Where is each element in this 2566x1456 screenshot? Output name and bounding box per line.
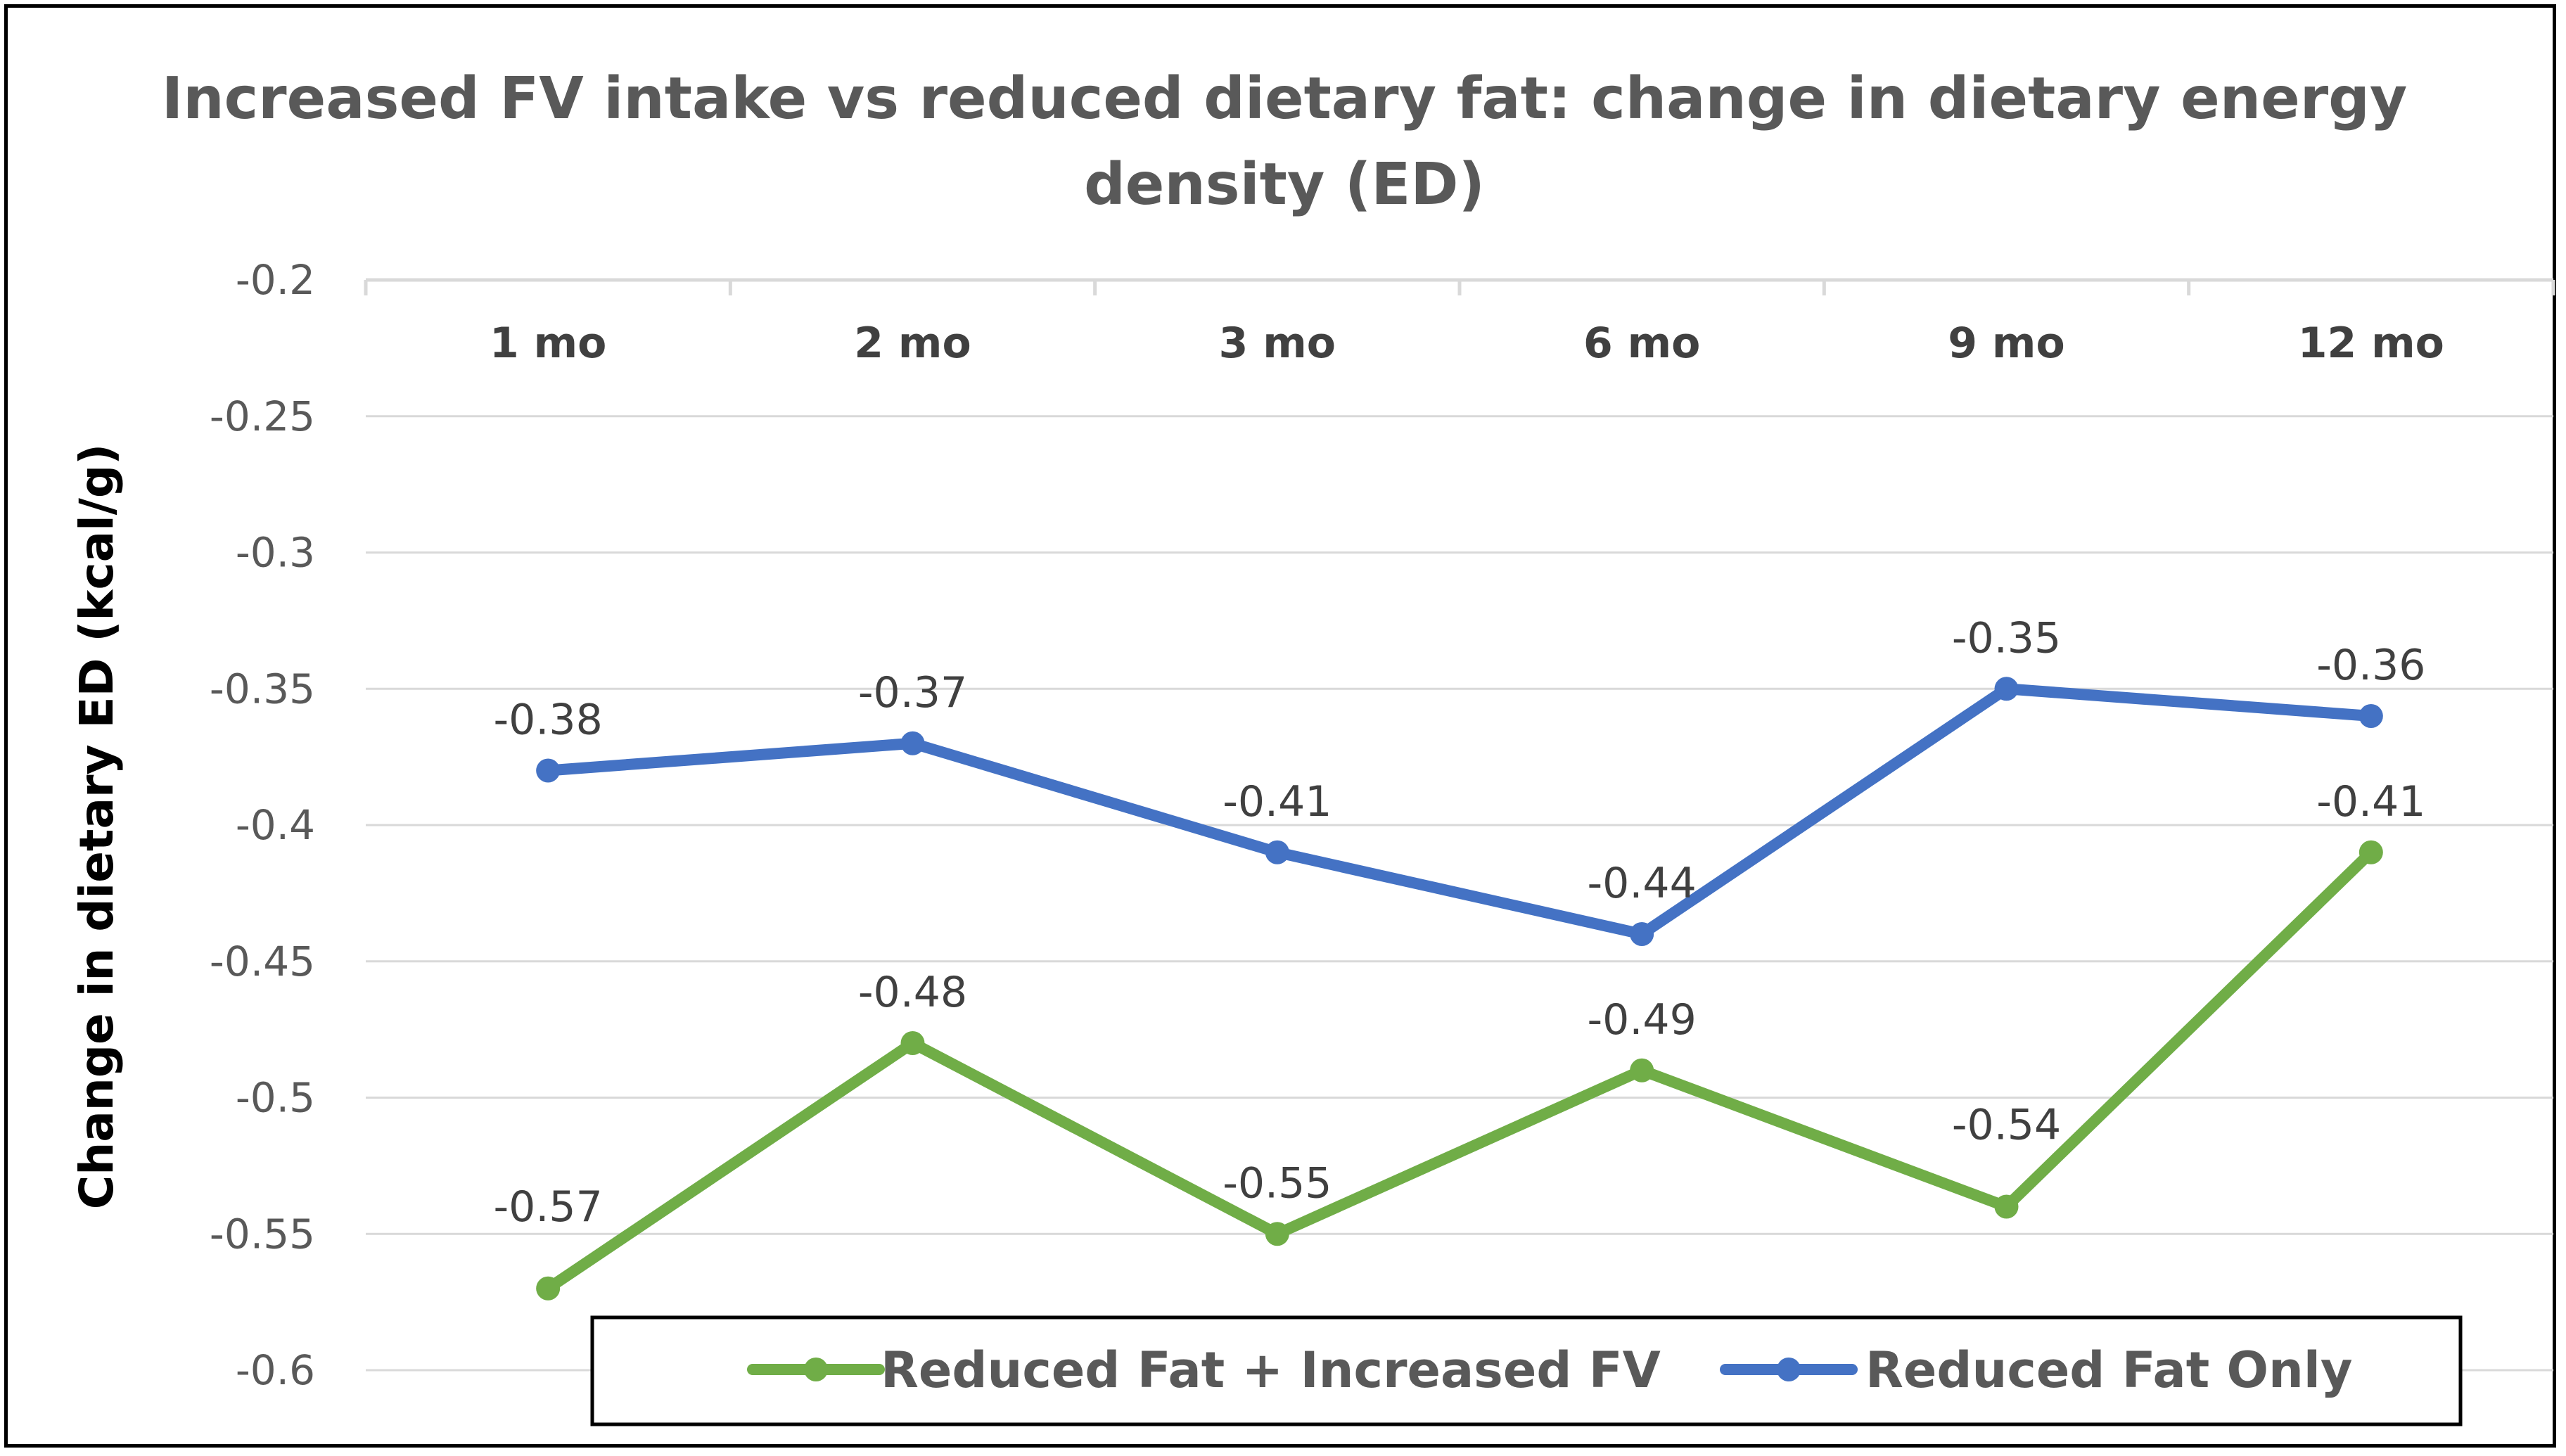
x-tick-label: 3 mo bbox=[1219, 319, 1336, 368]
y-tick-label: -0.55 bbox=[210, 1210, 315, 1258]
series-line bbox=[542, 846, 2377, 1294]
x-tick-label: 1 mo bbox=[490, 319, 606, 368]
data-point bbox=[900, 731, 925, 755]
data-point bbox=[536, 1276, 561, 1301]
chart-title-line-2: density (ED) bbox=[1084, 151, 1485, 218]
y-tick-label: -0.6 bbox=[236, 1346, 315, 1394]
x-axis bbox=[364, 278, 2555, 295]
y-axis-ticks: -0.2 -0.25 -0.3 -0.35 -0.4 -0.45 -0.5 -0.55 -0.6 bbox=[210, 256, 315, 1394]
legend-label-reduced-fat-only: Reduced Fat Only bbox=[1865, 1341, 2353, 1399]
legend-box bbox=[590, 1315, 2463, 1426]
data-point bbox=[900, 1031, 925, 1055]
data-label: -0.57 bbox=[494, 1182, 603, 1232]
chart-title-line-1: Increased FV intake vs reduced dietary f… bbox=[162, 65, 2408, 132]
data-point bbox=[1994, 1194, 2019, 1219]
data-label: -0.44 bbox=[1588, 859, 1697, 908]
data-label: -0.49 bbox=[1588, 995, 1697, 1045]
y-tick-label: -0.3 bbox=[236, 529, 315, 577]
y-tick-label: -0.35 bbox=[210, 665, 315, 713]
data-point bbox=[1265, 1222, 1289, 1246]
chart-frame bbox=[4, 4, 2556, 1448]
legend-marker-reduced-fat-only bbox=[1777, 1358, 1801, 1381]
legend-marker-reduced-fat-increased-fv bbox=[804, 1358, 828, 1381]
data-point bbox=[536, 758, 561, 783]
series-lines bbox=[536, 677, 2383, 1301]
data-point bbox=[1994, 677, 2019, 701]
legend: Reduced Fat + Increased FV Reduced Fat O… bbox=[590, 1315, 2463, 1426]
gridlines bbox=[366, 415, 2553, 1372]
data-label: -0.54 bbox=[1952, 1101, 2061, 1150]
y-tick-label: -0.25 bbox=[210, 392, 315, 440]
x-axis-ticks: 1 mo 2 mo 3 mo 6 mo 9 mo 12 mo bbox=[490, 319, 2444, 368]
data-label: -0.37 bbox=[858, 668, 967, 717]
series-line bbox=[542, 683, 2377, 940]
x-tick-label: 12 mo bbox=[2298, 319, 2444, 368]
data-point bbox=[1630, 922, 1654, 946]
data-label: -0.55 bbox=[1223, 1158, 1332, 1208]
data-label: -0.41 bbox=[2316, 777, 2425, 826]
data-label: -0.36 bbox=[2316, 641, 2425, 690]
y-axis-label: Change in dietary ED (kcal/g) bbox=[70, 444, 124, 1209]
data-label: -0.41 bbox=[1223, 777, 1332, 826]
y-tick-label: -0.5 bbox=[236, 1074, 315, 1122]
x-tick-label: 2 mo bbox=[854, 319, 971, 368]
data-point bbox=[2358, 840, 2383, 864]
y-tick-label: -0.4 bbox=[236, 801, 315, 849]
data-point bbox=[2358, 704, 2383, 728]
data-label: -0.38 bbox=[494, 696, 603, 745]
data-labels: -0.57 -0.48 -0.55 -0.49 -0.54 -0.41 -0.38 -0.37… bbox=[494, 613, 2426, 1232]
data-point bbox=[1265, 840, 1289, 864]
data-label: -0.48 bbox=[858, 968, 967, 1017]
legend-label-reduced-fat-increased-fv: Reduced Fat + Increased FV bbox=[881, 1341, 1661, 1399]
data-label: -0.35 bbox=[1952, 613, 2061, 663]
x-tick-label: 6 mo bbox=[1583, 319, 1700, 368]
data-point bbox=[1630, 1058, 1654, 1083]
x-tick-label: 9 mo bbox=[1948, 319, 2064, 368]
y-tick-label: -0.2 bbox=[236, 256, 315, 304]
y-tick-label: -0.45 bbox=[210, 938, 315, 985]
